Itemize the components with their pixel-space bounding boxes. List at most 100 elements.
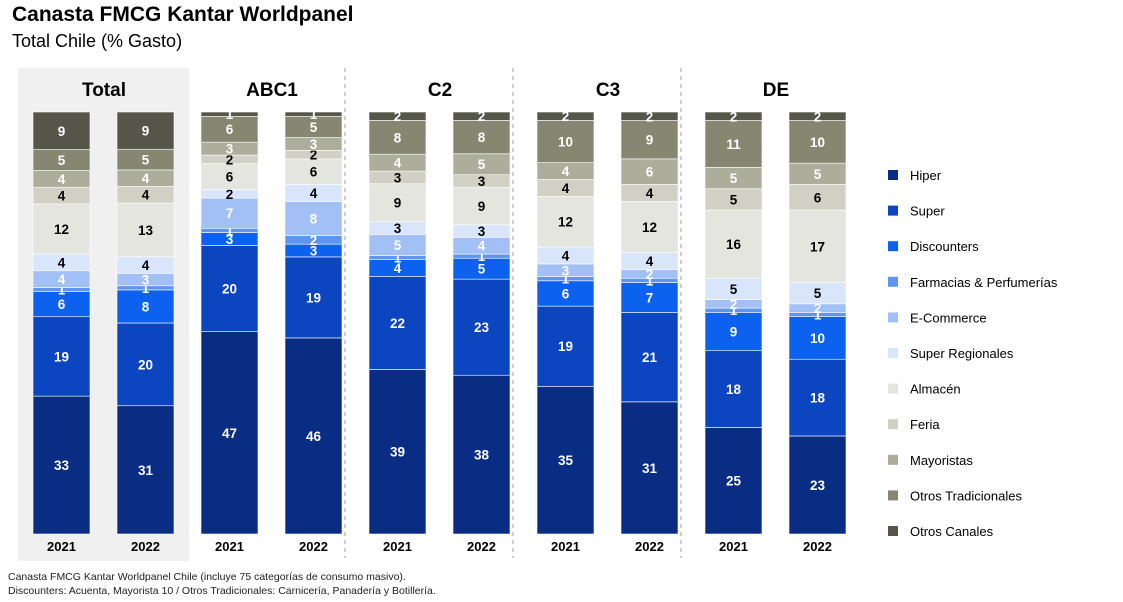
data-label: 13 bbox=[138, 223, 154, 238]
legend-swatch bbox=[888, 490, 898, 501]
data-label: 2 bbox=[730, 109, 738, 124]
data-label: 3 bbox=[142, 273, 150, 288]
data-label: 10 bbox=[558, 135, 573, 150]
data-label: 4 bbox=[142, 171, 150, 186]
data-label: 3 bbox=[226, 232, 234, 247]
data-label: 5 bbox=[814, 167, 822, 182]
data-label: 23 bbox=[474, 320, 490, 335]
data-label: 4 bbox=[142, 188, 150, 203]
legend-swatch bbox=[888, 419, 898, 430]
bar-segment-c3-2021-9 bbox=[536, 120, 595, 163]
data-label: 4 bbox=[562, 248, 570, 263]
data-label: 8 bbox=[478, 130, 486, 145]
bar-segment-c3-2022-0 bbox=[620, 401, 679, 535]
data-label: 2 bbox=[646, 109, 654, 124]
data-label: 4 bbox=[562, 164, 570, 179]
bar-segment-de-2021-6 bbox=[704, 209, 763, 279]
data-label: 2 bbox=[478, 109, 486, 124]
data-label: 4 bbox=[478, 239, 486, 254]
bar-segment-c3-2021-1 bbox=[536, 305, 595, 387]
data-label: 9 bbox=[58, 124, 66, 139]
bar-segment-abc1-2021-0 bbox=[200, 331, 259, 535]
data-label: 11 bbox=[726, 137, 741, 152]
data-label: 6 bbox=[310, 165, 318, 180]
data-label: 2 bbox=[226, 152, 234, 167]
bar-segment-total-2022-0 bbox=[116, 405, 175, 535]
data-label: 1 bbox=[478, 249, 486, 264]
footnote-source: Canasta FMCG Kantar Worldpanel Chile (in… bbox=[8, 571, 406, 583]
data-label: 3 bbox=[394, 221, 402, 236]
data-label: 1 bbox=[562, 272, 570, 287]
data-label: 3 bbox=[478, 224, 486, 239]
data-label: 3 bbox=[226, 142, 234, 157]
bar-segment-c3-2022-8 bbox=[620, 158, 679, 185]
data-label: 19 bbox=[54, 349, 69, 364]
bar-segment-de-2021-9 bbox=[704, 120, 763, 168]
bar-segment-de-2021-0 bbox=[704, 427, 763, 535]
legend-swatch bbox=[888, 383, 898, 394]
group-label-total: Total bbox=[82, 80, 126, 101]
data-label: 9 bbox=[646, 133, 654, 148]
data-label: 5 bbox=[814, 286, 822, 301]
legend-swatch bbox=[888, 241, 898, 252]
stacked-bar-chart: Total33196144124459202131208134134459202… bbox=[18, 68, 1058, 561]
legend-label: E-Commerce bbox=[910, 310, 987, 325]
legend-swatch bbox=[888, 526, 898, 536]
bar-segment-abc1-2021-4 bbox=[200, 197, 259, 229]
data-label: 2 bbox=[730, 297, 738, 312]
data-label: 6 bbox=[58, 297, 66, 312]
data-label: 1 bbox=[226, 223, 234, 238]
data-label: 2 bbox=[310, 233, 318, 248]
data-label: 2 bbox=[562, 109, 570, 124]
bar-segment-de-2021-1 bbox=[704, 350, 763, 428]
year-label: 2022 bbox=[299, 539, 328, 554]
legend-swatch bbox=[888, 276, 898, 287]
data-label: 3 bbox=[562, 263, 570, 278]
data-label: 6 bbox=[814, 190, 822, 205]
data-label: 9 bbox=[142, 124, 150, 139]
bar-segment-total-2022-6 bbox=[116, 202, 175, 258]
bar-segment-total-2021-10 bbox=[32, 111, 91, 150]
data-label: 47 bbox=[222, 426, 237, 441]
bar-segment-de-2022-9 bbox=[788, 120, 847, 164]
data-label: 7 bbox=[226, 206, 234, 221]
bar-segment-abc1-2022-4 bbox=[284, 201, 343, 236]
year-label: 2022 bbox=[803, 539, 832, 554]
data-label: 5 bbox=[58, 153, 66, 168]
data-label: 2 bbox=[646, 267, 654, 282]
bar-segment-de-2022-10 bbox=[788, 111, 847, 121]
bar-segment-total-2022-2 bbox=[116, 289, 175, 324]
data-label: 3 bbox=[478, 174, 486, 189]
data-label: 25 bbox=[726, 474, 742, 489]
data-label: 18 bbox=[726, 382, 742, 397]
bar-segment-total-2021-6 bbox=[32, 203, 91, 255]
bar-segment-c3-2021-2 bbox=[536, 280, 595, 307]
bar-segment-c2-2021-10 bbox=[368, 111, 427, 121]
year-label: 2021 bbox=[383, 539, 412, 554]
data-label: 18 bbox=[810, 391, 826, 406]
data-label: 2 bbox=[394, 109, 402, 124]
data-label: 4 bbox=[646, 254, 654, 269]
bar-segment-c3-2022-6 bbox=[620, 201, 679, 253]
legend-label: Otros Canales bbox=[910, 524, 994, 539]
data-label: 6 bbox=[646, 165, 654, 180]
legend-label: Feria bbox=[910, 417, 940, 432]
bar-segment-c3-2022-10 bbox=[620, 111, 679, 121]
legend-label: Mayoristas bbox=[910, 453, 973, 468]
bar-segment-total-2021-2 bbox=[32, 291, 91, 318]
chart-title: Canasta FMCG Kantar Worldpanel bbox=[12, 3, 354, 26]
bar-segment-c3-2021-0 bbox=[536, 385, 595, 535]
bar-segment-de-2022-1 bbox=[788, 358, 847, 437]
bar-segment-c2-2022-10 bbox=[452, 111, 511, 121]
data-label: 5 bbox=[142, 153, 150, 168]
data-label: 19 bbox=[306, 290, 321, 305]
bar-segment-abc1-2022-1 bbox=[284, 256, 343, 339]
data-label: 22 bbox=[390, 316, 405, 331]
data-label: 35 bbox=[558, 453, 574, 468]
footnote-definitions: Discounters: Acuenta, Mayorista 10 / Otr… bbox=[8, 585, 436, 597]
data-label: 9 bbox=[478, 199, 486, 214]
data-label: 23 bbox=[810, 478, 826, 493]
data-label: 9 bbox=[730, 325, 738, 340]
data-label: 6 bbox=[226, 122, 234, 137]
data-label: 31 bbox=[642, 461, 658, 476]
